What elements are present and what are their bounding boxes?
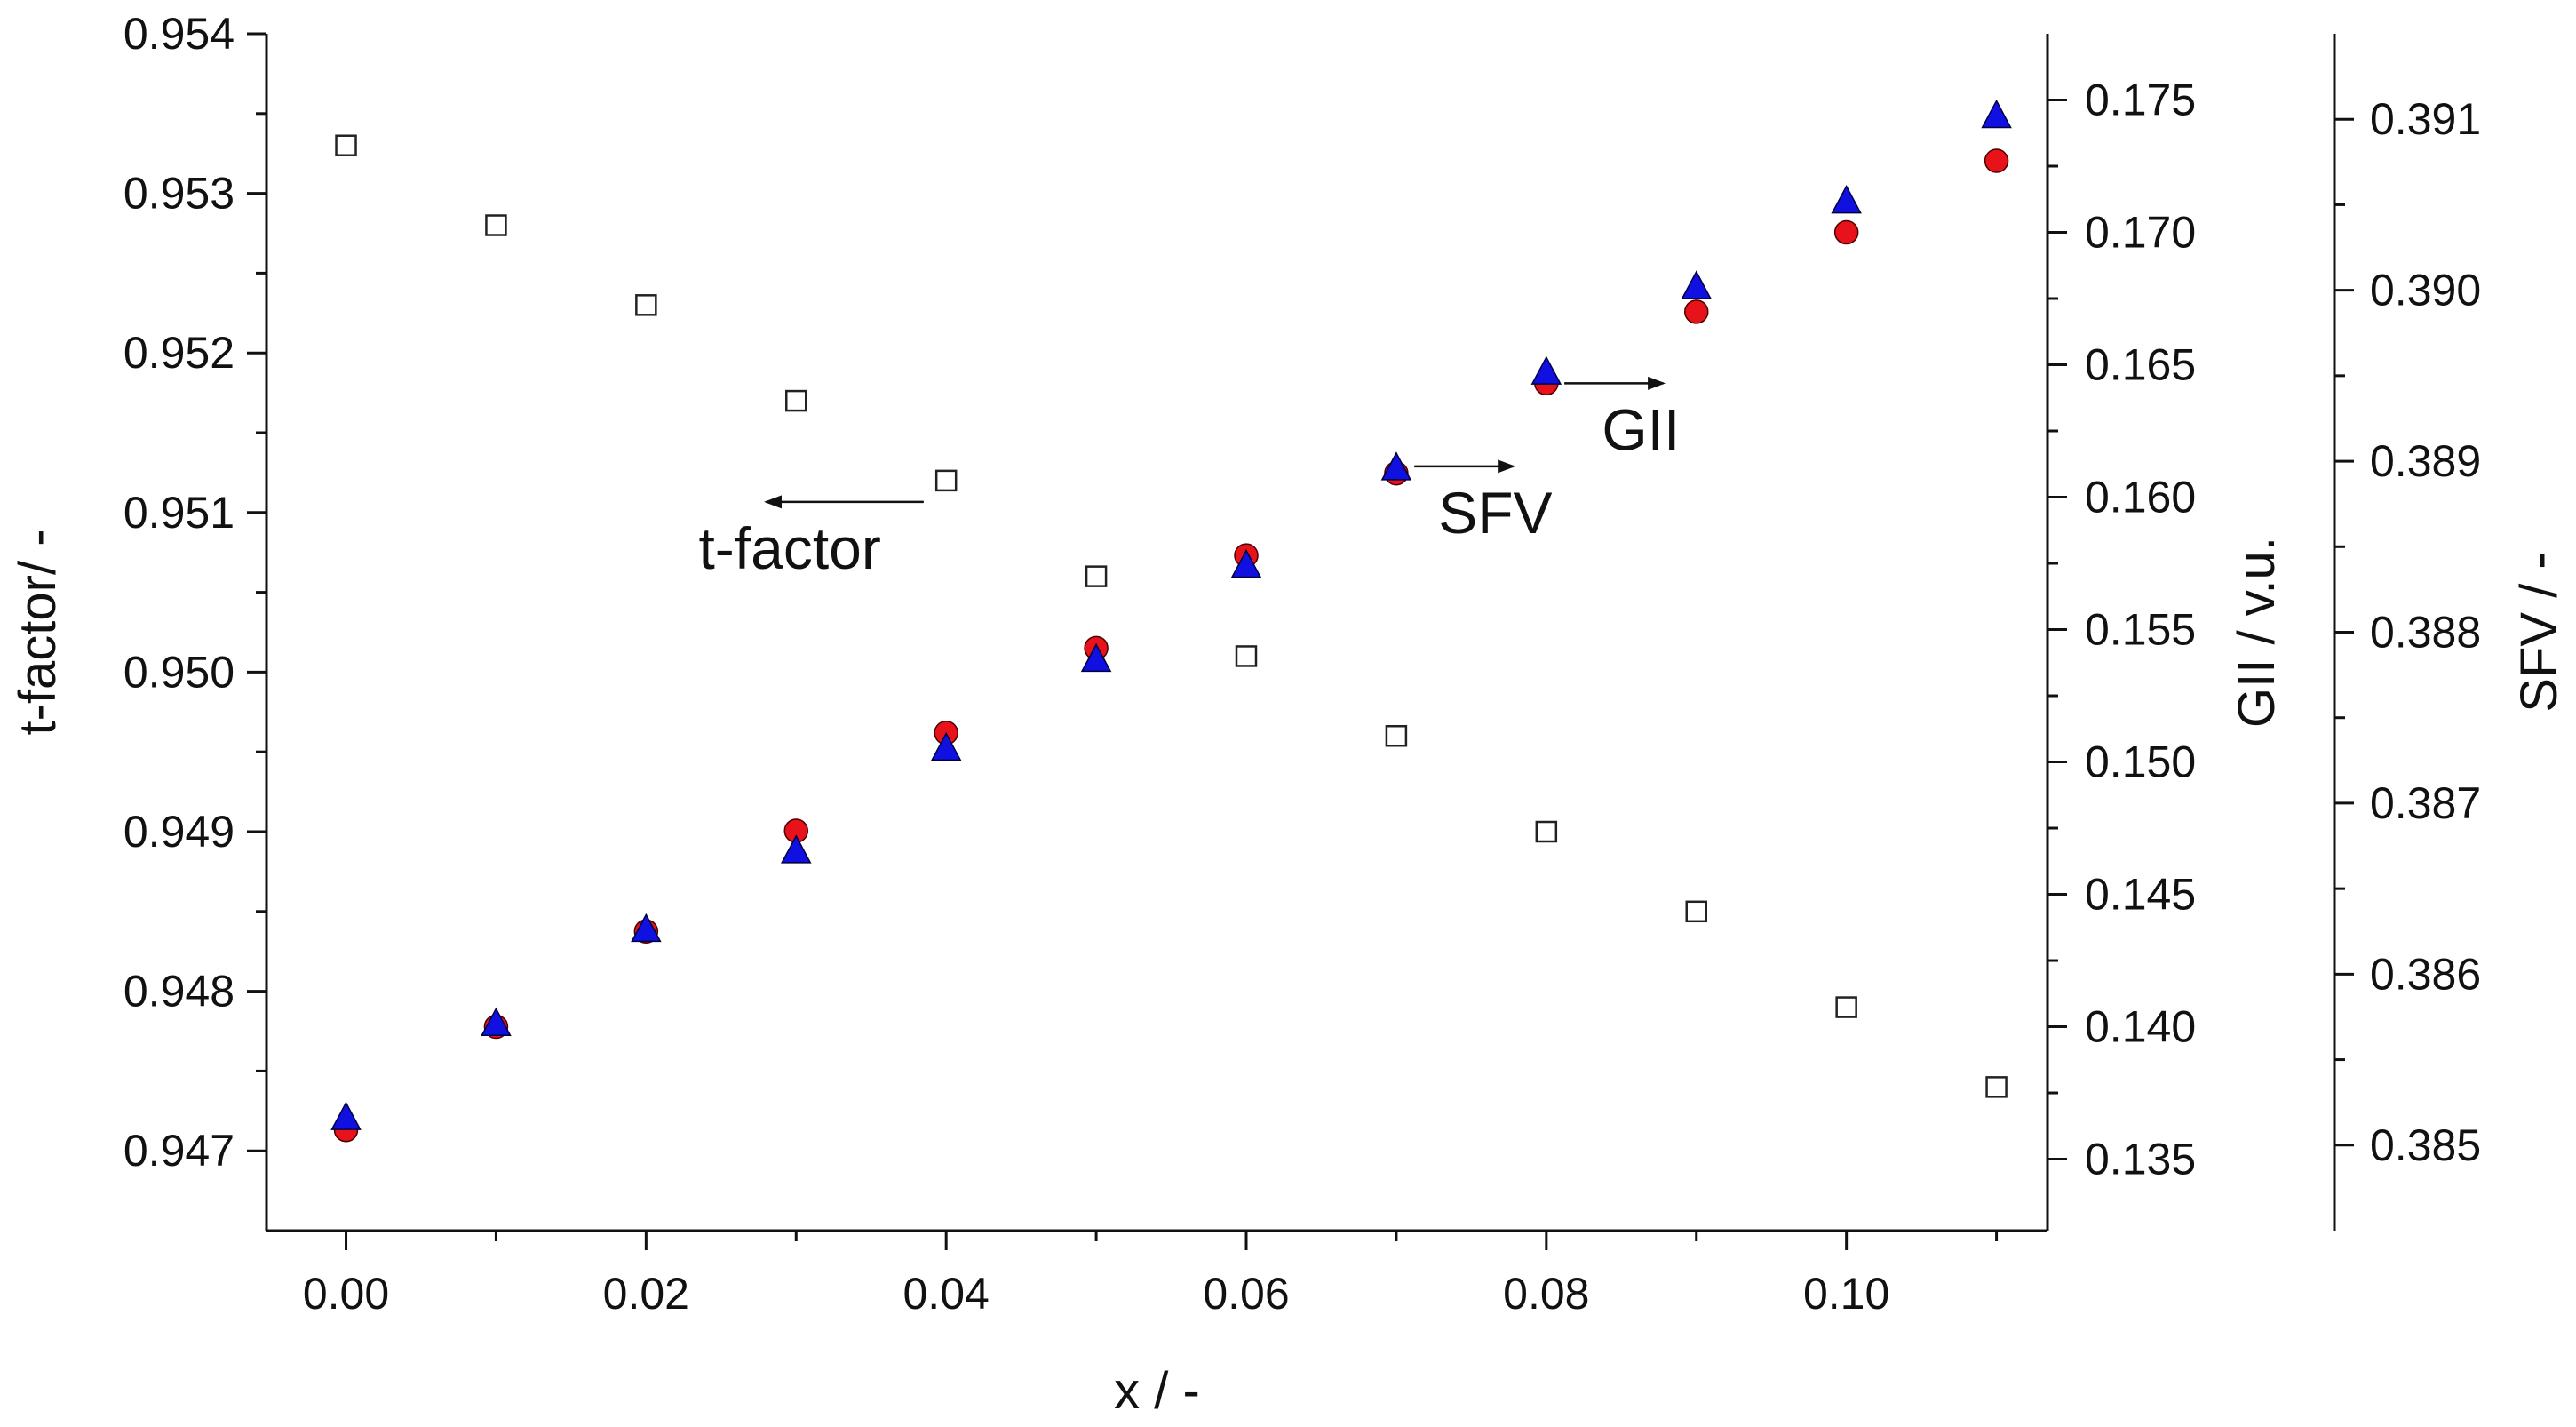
x-tick-label: 0.10 <box>1803 1269 1889 1319</box>
tfactor-point <box>1985 1076 2008 1098</box>
tfactor-point <box>1085 565 1108 587</box>
tfactor-point <box>1835 996 1857 1018</box>
annotation-layer: t-factor SFV GII <box>698 376 1680 581</box>
right-axis-gii-title: GII / v.u. <box>2228 537 2286 728</box>
right-axis-gii-tick-label: 0.135 <box>2085 1135 2196 1184</box>
gii-point <box>1683 299 1709 324</box>
sfv-point <box>330 1101 362 1130</box>
left-axis-title: t-factor/ - <box>9 529 67 735</box>
sfv-point <box>781 834 812 864</box>
sfv-point <box>1080 642 1112 673</box>
x-tick-label: 0.08 <box>1503 1269 1589 1319</box>
left-axis-tick-label: 0.953 <box>123 169 235 219</box>
right-axis-gii-tick-label: 0.175 <box>2085 76 2196 125</box>
right-axis-sfv-tick-label: 0.387 <box>2370 778 2481 828</box>
sfv-point <box>631 913 662 943</box>
left-axis-tick-label: 0.954 <box>123 9 235 59</box>
t-factor-annotation: t-factor <box>698 515 880 581</box>
x-tick-label: 0.00 <box>303 1269 389 1319</box>
series-layer <box>330 99 2012 1143</box>
right-axis-gii-tick-label: 0.165 <box>2085 340 2196 390</box>
left-axis-tick-label: 0.951 <box>123 488 235 538</box>
left-axis-tick-label: 0.950 <box>123 647 235 697</box>
sfv-point <box>930 731 962 761</box>
x-tick-label: 0.02 <box>603 1269 689 1319</box>
tfactor-point <box>485 214 507 236</box>
right-axis-sfv-tick-label: 0.391 <box>2370 94 2481 144</box>
left-axis-tick-label: 0.948 <box>123 967 235 1016</box>
right-axis-gii-tick-label: 0.160 <box>2085 473 2196 522</box>
x-axis-title: x / - <box>1114 1362 1200 1420</box>
sfv-point <box>1981 99 2012 129</box>
tfactor-point <box>1235 645 1258 667</box>
right-axis-sfv-tick-label: 0.388 <box>2370 608 2481 658</box>
right-axis-sfv-tick-label: 0.386 <box>2370 949 2481 999</box>
sfv-point <box>1230 548 1262 578</box>
series-sfv <box>330 99 2012 1130</box>
right-axis-gii-tick-label: 0.140 <box>2085 1002 2196 1052</box>
right-axis-sfv-title: SFV / - <box>2510 552 2568 712</box>
gii-annotation: GII <box>1602 396 1680 462</box>
left-axis-tick-label: 0.947 <box>123 1126 235 1176</box>
sfv-point <box>1530 355 1562 385</box>
series-t-factor <box>335 134 2008 1098</box>
right-axis-sfv-tick-label: 0.390 <box>2370 266 2481 315</box>
tfactor-point <box>1535 820 1558 843</box>
right-axis-sfv-tick-label: 0.385 <box>2370 1120 2481 1170</box>
left-axis-tick-label: 0.952 <box>123 328 235 378</box>
gii-point <box>1833 219 1859 245</box>
tfactor-point <box>1385 724 1408 747</box>
series-gii <box>333 148 2009 1143</box>
sfv-point <box>481 1007 512 1036</box>
gii-point <box>1984 148 2009 173</box>
tfactor-point <box>785 389 807 412</box>
right-axis-gii-tick-label: 0.150 <box>2085 737 2196 787</box>
tfactor-point <box>635 294 657 316</box>
x-tick-label: 0.06 <box>1203 1269 1289 1319</box>
tfactor-point <box>1685 900 1707 923</box>
axes-layer: 0.00 0.02 0.04 0.06 0.08 0.10 x / - 0.947 0.948 0… <box>9 9 2568 1420</box>
sfv-point <box>1831 185 1862 214</box>
tfactor-point <box>934 469 958 492</box>
tfactor-point <box>335 134 357 156</box>
sfv-annotation: SFV <box>1438 480 1552 546</box>
right-axis-sfv-tick-label: 0.389 <box>2370 436 2481 486</box>
right-axis-gii-tick-label: 0.155 <box>2085 605 2196 655</box>
left-axis-tick-label: 0.949 <box>123 807 235 857</box>
right-axis-gii-tick-label: 0.170 <box>2085 208 2196 258</box>
sfv-point <box>1380 451 1412 481</box>
x-tick-label: 0.04 <box>903 1269 990 1319</box>
sfv-point <box>1681 270 1712 299</box>
right-axis-gii-tick-label: 0.145 <box>2085 870 2196 920</box>
